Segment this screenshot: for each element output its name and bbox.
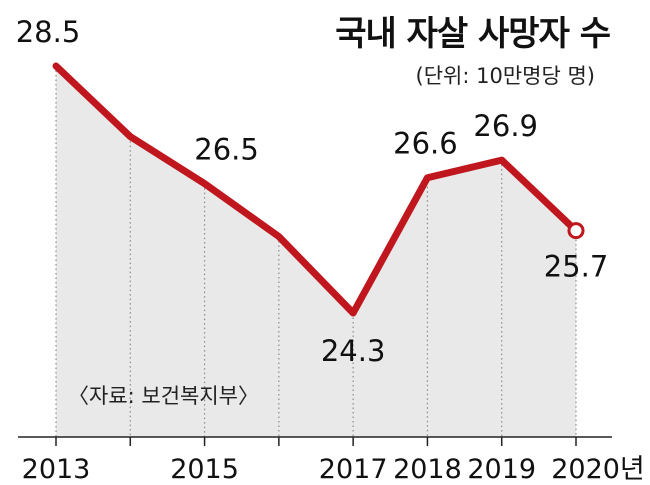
- chart-area-fill: [56, 66, 576, 437]
- data-label: 28.5: [16, 15, 81, 49]
- x-tick-label: 2017: [319, 454, 388, 485]
- x-tick-label: 2019: [467, 454, 536, 485]
- data-label: 26.9: [473, 109, 538, 143]
- x-tick-label: 2018: [393, 454, 462, 485]
- source-label: 〈자료: 보건복지부〉: [68, 384, 259, 408]
- x-tick-label: 2015: [170, 454, 239, 485]
- x-tick-label: 2013: [22, 454, 91, 485]
- end-point-marker: [567, 222, 585, 240]
- chart-title: 국내 자살 사망자 수: [335, 14, 611, 54]
- chart-unit-label: (단위: 10만명당 명): [415, 64, 595, 88]
- data-line: [52, 62, 580, 317]
- data-label: 25.7: [544, 250, 609, 284]
- x-tick-label: 2020년: [551, 454, 645, 485]
- data-label: 24.3: [321, 334, 386, 368]
- data-label: 26.5: [194, 133, 259, 167]
- data-label: 26.6: [393, 127, 458, 161]
